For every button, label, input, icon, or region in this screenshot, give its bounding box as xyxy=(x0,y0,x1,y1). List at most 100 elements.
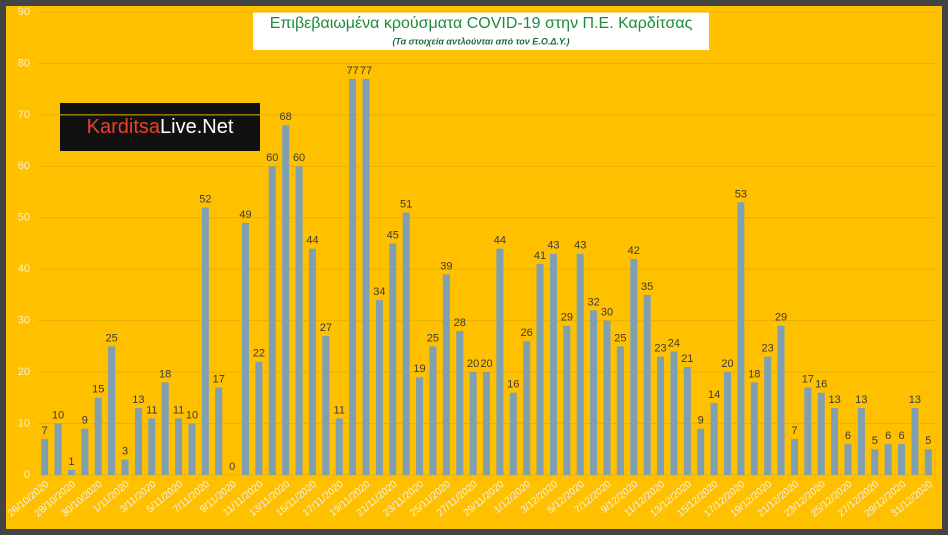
bar xyxy=(523,341,531,475)
bar xyxy=(54,423,62,475)
data-label: 6 xyxy=(845,430,851,442)
bar xyxy=(268,166,276,476)
chart-title: Επιβεβαιωμένα κρούσματα COVID-19 στην Π.… xyxy=(270,15,693,32)
bar xyxy=(188,423,196,475)
bar xyxy=(322,336,330,475)
bar xyxy=(871,449,879,475)
bar xyxy=(308,248,316,475)
data-label: 13 xyxy=(909,394,921,406)
data-label: 17 xyxy=(213,373,225,385)
chart-subtitle: (Τα στοιχεία αντλούνται από τον Ε.Ο.Δ.Υ.… xyxy=(392,36,569,46)
data-label: 44 xyxy=(306,235,318,247)
bar xyxy=(764,356,772,475)
y-tick-label: 80 xyxy=(18,57,30,69)
data-label: 52 xyxy=(199,193,211,205)
data-label: 6 xyxy=(885,430,891,442)
data-label: 7 xyxy=(42,425,48,437)
data-label: 60 xyxy=(266,152,278,164)
bar xyxy=(857,408,865,475)
data-label: 11 xyxy=(146,404,157,416)
bar xyxy=(429,346,437,475)
data-label: 10 xyxy=(52,409,64,421)
data-label: 20 xyxy=(721,358,733,370)
y-tick-label: 90 xyxy=(18,6,30,18)
data-label: 18 xyxy=(748,368,760,380)
bar xyxy=(161,382,169,475)
data-label: 51 xyxy=(400,199,412,211)
bar xyxy=(750,382,758,475)
bar xyxy=(389,243,397,475)
data-label: 19 xyxy=(413,363,425,375)
logo-part: Karditsa xyxy=(87,116,161,138)
data-label: 0 xyxy=(229,461,235,473)
bar xyxy=(41,438,49,475)
data-label: 34 xyxy=(373,286,385,298)
data-label: 16 xyxy=(815,379,827,391)
bar xyxy=(108,346,116,475)
bar xyxy=(282,125,290,475)
y-tick-label: 50 xyxy=(18,212,30,224)
bar xyxy=(375,300,383,475)
data-label: 18 xyxy=(159,368,171,380)
bar xyxy=(509,392,517,475)
data-label: 77 xyxy=(360,65,372,77)
bar xyxy=(590,310,598,475)
bar xyxy=(362,78,370,475)
data-label: 23 xyxy=(762,343,774,355)
data-label: 42 xyxy=(628,245,640,257)
bar xyxy=(442,274,450,475)
bar xyxy=(844,444,852,475)
bar xyxy=(94,397,102,475)
data-label: 39 xyxy=(440,260,452,272)
data-label: 6 xyxy=(898,430,904,442)
data-label: 16 xyxy=(507,379,519,391)
bar xyxy=(563,325,571,475)
bar xyxy=(121,459,129,475)
data-label: 32 xyxy=(587,296,599,308)
bar xyxy=(67,469,75,475)
bar xyxy=(603,320,611,475)
bar xyxy=(201,207,209,475)
bar xyxy=(402,212,410,475)
title-box xyxy=(253,12,709,50)
data-label: 25 xyxy=(106,332,118,344)
data-label: 7 xyxy=(791,425,797,437)
y-tick-label: 30 xyxy=(18,315,30,327)
bar xyxy=(898,444,906,475)
bar xyxy=(175,418,183,475)
bar xyxy=(469,372,477,475)
data-label: 1 xyxy=(68,456,74,468)
bar xyxy=(148,418,156,475)
logo-part: Live.Net xyxy=(160,116,234,138)
y-tick-label: 60 xyxy=(18,160,30,172)
data-label: 11 xyxy=(173,404,184,416)
data-label: 25 xyxy=(427,332,439,344)
data-label: 3 xyxy=(122,445,128,457)
bar xyxy=(81,428,89,475)
bar xyxy=(670,351,678,475)
bar xyxy=(630,258,638,475)
bar xyxy=(536,264,544,475)
bar xyxy=(817,392,825,475)
bar xyxy=(616,346,624,475)
data-label: 68 xyxy=(280,111,292,123)
bar xyxy=(335,418,343,475)
y-tick-label: 0 xyxy=(24,469,30,481)
bar xyxy=(777,325,785,475)
y-tick-label: 70 xyxy=(18,109,30,121)
bar xyxy=(416,377,424,475)
bar xyxy=(804,387,812,475)
bar xyxy=(549,253,557,475)
bar xyxy=(884,444,892,475)
bar xyxy=(790,438,798,475)
data-label: 29 xyxy=(561,312,573,324)
bar xyxy=(295,166,303,476)
data-label: 24 xyxy=(668,337,680,349)
data-label: 9 xyxy=(698,415,704,427)
data-label: 44 xyxy=(494,235,506,247)
data-label: 41 xyxy=(534,250,546,262)
bar xyxy=(349,78,357,475)
data-label: 13 xyxy=(132,394,144,406)
data-label: 25 xyxy=(614,332,626,344)
